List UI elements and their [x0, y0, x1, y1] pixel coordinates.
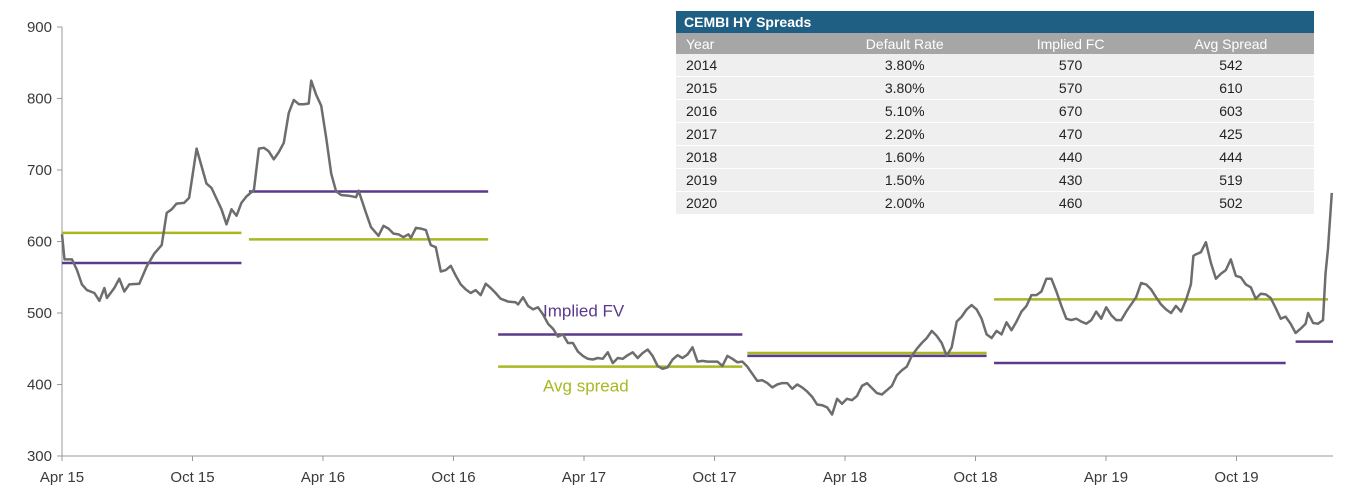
x-tick-label: Oct 17	[692, 469, 736, 486]
cell-year: 2016	[676, 99, 816, 123]
cell-avg-spread: 425	[1147, 122, 1314, 146]
avg-spread-label: Avg spread	[543, 377, 629, 396]
cell-avg-spread: 610	[1147, 76, 1314, 100]
x-tick-label: Apr 18	[823, 469, 867, 486]
table-row: 2017 2.20% 470 425	[676, 122, 1314, 146]
x-tick-label: Apr 17	[562, 469, 606, 486]
x-tick-label: Apr 19	[1084, 469, 1128, 486]
y-tick-label: 400	[27, 377, 52, 394]
cell-avg-spread: 444	[1147, 145, 1314, 169]
cell-avg-spread: 519	[1147, 168, 1314, 192]
header-avg-spread: Avg Spread	[1147, 33, 1314, 54]
annotations: Implied FV Avg spread	[543, 302, 629, 396]
cell-year: 2018	[676, 145, 816, 169]
y-tick-label: 500	[27, 305, 52, 322]
x-tick-label: Oct 18	[953, 469, 997, 486]
cell-default-rate: 1.60%	[816, 145, 994, 169]
table-header-row: Year Default Rate Implied FC Avg Spread	[676, 33, 1314, 54]
cell-implied-fc: 570	[993, 54, 1148, 77]
cell-implied-fc: 470	[993, 122, 1148, 146]
y-tick-label: 800	[27, 91, 52, 108]
series-layer	[60, 79, 1334, 416]
x-tick-label: Oct 16	[431, 469, 475, 486]
table-row: 2014 3.80% 570 542	[676, 54, 1314, 77]
cell-implied-fc: 440	[993, 145, 1148, 169]
x-tick-label: Oct 19	[1214, 469, 1258, 486]
header-default-rate: Default Rate	[816, 33, 994, 54]
cell-default-rate: 3.80%	[816, 54, 994, 77]
y-tick-label: 700	[27, 162, 52, 179]
cell-avg-spread: 603	[1147, 99, 1314, 123]
cell-implied-fc: 430	[993, 168, 1148, 192]
cell-implied-fc: 570	[993, 76, 1148, 100]
cell-avg-spread: 502	[1147, 191, 1314, 215]
table-row: 2018 1.60% 440 444	[676, 145, 1314, 169]
cell-default-rate: 3.80%	[816, 76, 994, 100]
y-tick-label: 900	[27, 19, 52, 36]
table-row: 2016 5.10% 670 603	[676, 99, 1314, 123]
cell-default-rate: 5.10%	[816, 99, 994, 123]
cembi-hy-spreads-table: CEMBI HY Spreads Year Default Rate Impli…	[676, 11, 1314, 215]
spread-series-line	[60, 79, 1334, 416]
cell-default-rate: 2.00%	[816, 191, 994, 215]
y-tick-label: 300	[27, 448, 52, 465]
table-row: 2019 1.50% 430 519	[676, 168, 1314, 192]
table-row: 2020 2.00% 460 502	[676, 191, 1314, 215]
cell-default-rate: 2.20%	[816, 122, 994, 146]
header-year: Year	[676, 33, 816, 54]
x-tick-label: Apr 16	[301, 469, 345, 486]
cell-implied-fc: 670	[993, 99, 1148, 123]
cell-implied-fc: 460	[993, 191, 1148, 215]
table-grid: Year Default Rate Implied FC Avg Spread …	[676, 33, 1314, 215]
axes: 300 400 500 600 700 800 900 Apr 15 Oct 15 Apr 16 O…	[27, 19, 1333, 486]
cell-default-rate: 1.50%	[816, 168, 994, 192]
x-tick-label: Apr 15	[40, 469, 84, 486]
cell-year: 2017	[676, 122, 816, 146]
cell-year: 2014	[676, 54, 816, 77]
y-tick-label: 600	[27, 234, 52, 251]
cell-year: 2020	[676, 191, 816, 215]
table-row: 2015 3.80% 570 610	[676, 76, 1314, 100]
header-implied-fc: Implied FC	[993, 33, 1148, 54]
reference-lines	[62, 190, 1333, 368]
cell-year: 2019	[676, 168, 816, 192]
implied-fv-label: Implied FV	[543, 302, 625, 321]
cell-year: 2015	[676, 76, 816, 100]
cell-avg-spread: 542	[1147, 54, 1314, 77]
x-tick-label: Oct 15	[170, 469, 214, 486]
table-title: CEMBI HY Spreads	[676, 11, 1314, 33]
